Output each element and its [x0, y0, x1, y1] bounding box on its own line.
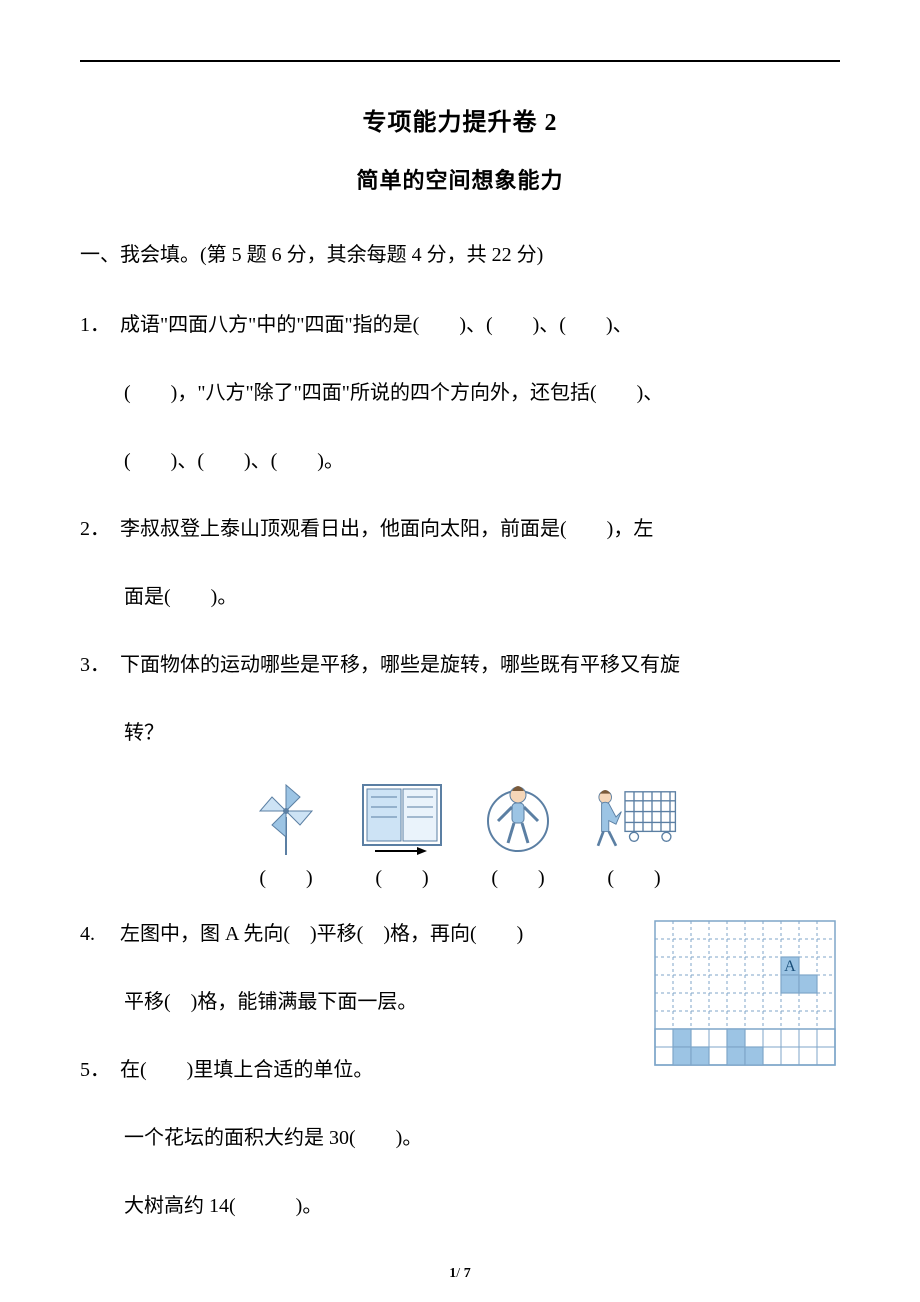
question-3-blanks: ( ) ( ) ( ) ( ) — [80, 861, 840, 890]
question-3-line1: 下面物体的运动哪些是平移，哪些是旋转，哪些既有平移又有旋 — [120, 654, 680, 676]
question-1-line1: 成语"四面八方"中的"四面"指的是( )、( )、( )、 — [120, 314, 633, 336]
question-1: 1．成语"四面八方"中的"四面"指的是( )、( )、( )、 — [80, 301, 840, 349]
section-1-heading: 一、我会填。(第 5 题 6 分，其余每题 4 分，共 22 分) — [80, 235, 840, 275]
q3-blank-2: ( ) — [357, 861, 447, 890]
question-2-number: 2． — [80, 505, 120, 553]
footer-sep: / — [456, 1266, 463, 1281]
question-5-sub1: 一个花坛的面积大约是 30( )。 — [124, 1114, 640, 1162]
question-5-line1: 在( )里填上合适的单位。 — [120, 1059, 373, 1081]
question-3-line2: 转？ — [124, 709, 840, 757]
question-2-line2: 面是( )。 — [124, 573, 840, 621]
question-3: 3．下面物体的运动哪些是平移，哪些是旋转，哪些既有平移又有旋 — [80, 641, 840, 689]
jump-rope-icon — [473, 777, 563, 857]
q3-blank-3: ( ) — [473, 861, 563, 890]
push-gate-icon — [589, 777, 679, 857]
q3-blank-4: ( ) — [589, 861, 679, 890]
question-4-line2: 平移( )格，能铺满最下面一层。 — [124, 978, 640, 1026]
question-1-number: 1． — [80, 301, 120, 349]
question-5-sub2: 大树高约 14( )。 — [124, 1182, 640, 1230]
pinwheel-icon — [241, 777, 331, 857]
page: 专项能力提升卷 2 简单的空间想象能力 一、我会填。(第 5 题 6 分，其余每… — [0, 0, 920, 1302]
question-5: 5．在( )里填上合适的单位。 — [80, 1046, 640, 1094]
question-4-number: 4. — [80, 910, 120, 958]
top-rule — [80, 60, 840, 62]
q3-blank-1: ( ) — [241, 861, 331, 890]
question-3-images — [80, 777, 840, 857]
question-2-line1: 李叔叔登上泰山顶观看日出，他面向太阳，前面是( )，左 — [120, 518, 653, 540]
question-5-number: 5． — [80, 1046, 120, 1094]
page-footer: 1/ 7 — [0, 1266, 920, 1282]
question-1-line2: ( )，"八方"除了"四面"所说的四个方向外，还包括( )、 — [124, 369, 840, 417]
question-4: 4.左图中，图 A 先向( )平移( )格，再向( ) 平移( )格，能铺满最下… — [80, 910, 840, 1250]
sliding-door-icon — [357, 777, 447, 857]
question-2: 2．李叔叔登上泰山顶观看日出，他面向太阳，前面是( )，左 — [80, 505, 840, 553]
question-3-number: 3． — [80, 641, 120, 689]
worksheet-title: 专项能力提升卷 2 — [80, 102, 840, 137]
worksheet-subtitle: 简单的空间想象能力 — [80, 163, 840, 195]
q4-grid-figure: A — [650, 914, 840, 1072]
footer-total: 7 — [464, 1266, 471, 1281]
question-4-line1: 4.左图中，图 A 先向( )平移( )格，再向( ) — [80, 910, 640, 958]
svg-text:A: A — [784, 957, 796, 975]
question-1-line3: ( )、( )、( )。 — [124, 437, 840, 485]
